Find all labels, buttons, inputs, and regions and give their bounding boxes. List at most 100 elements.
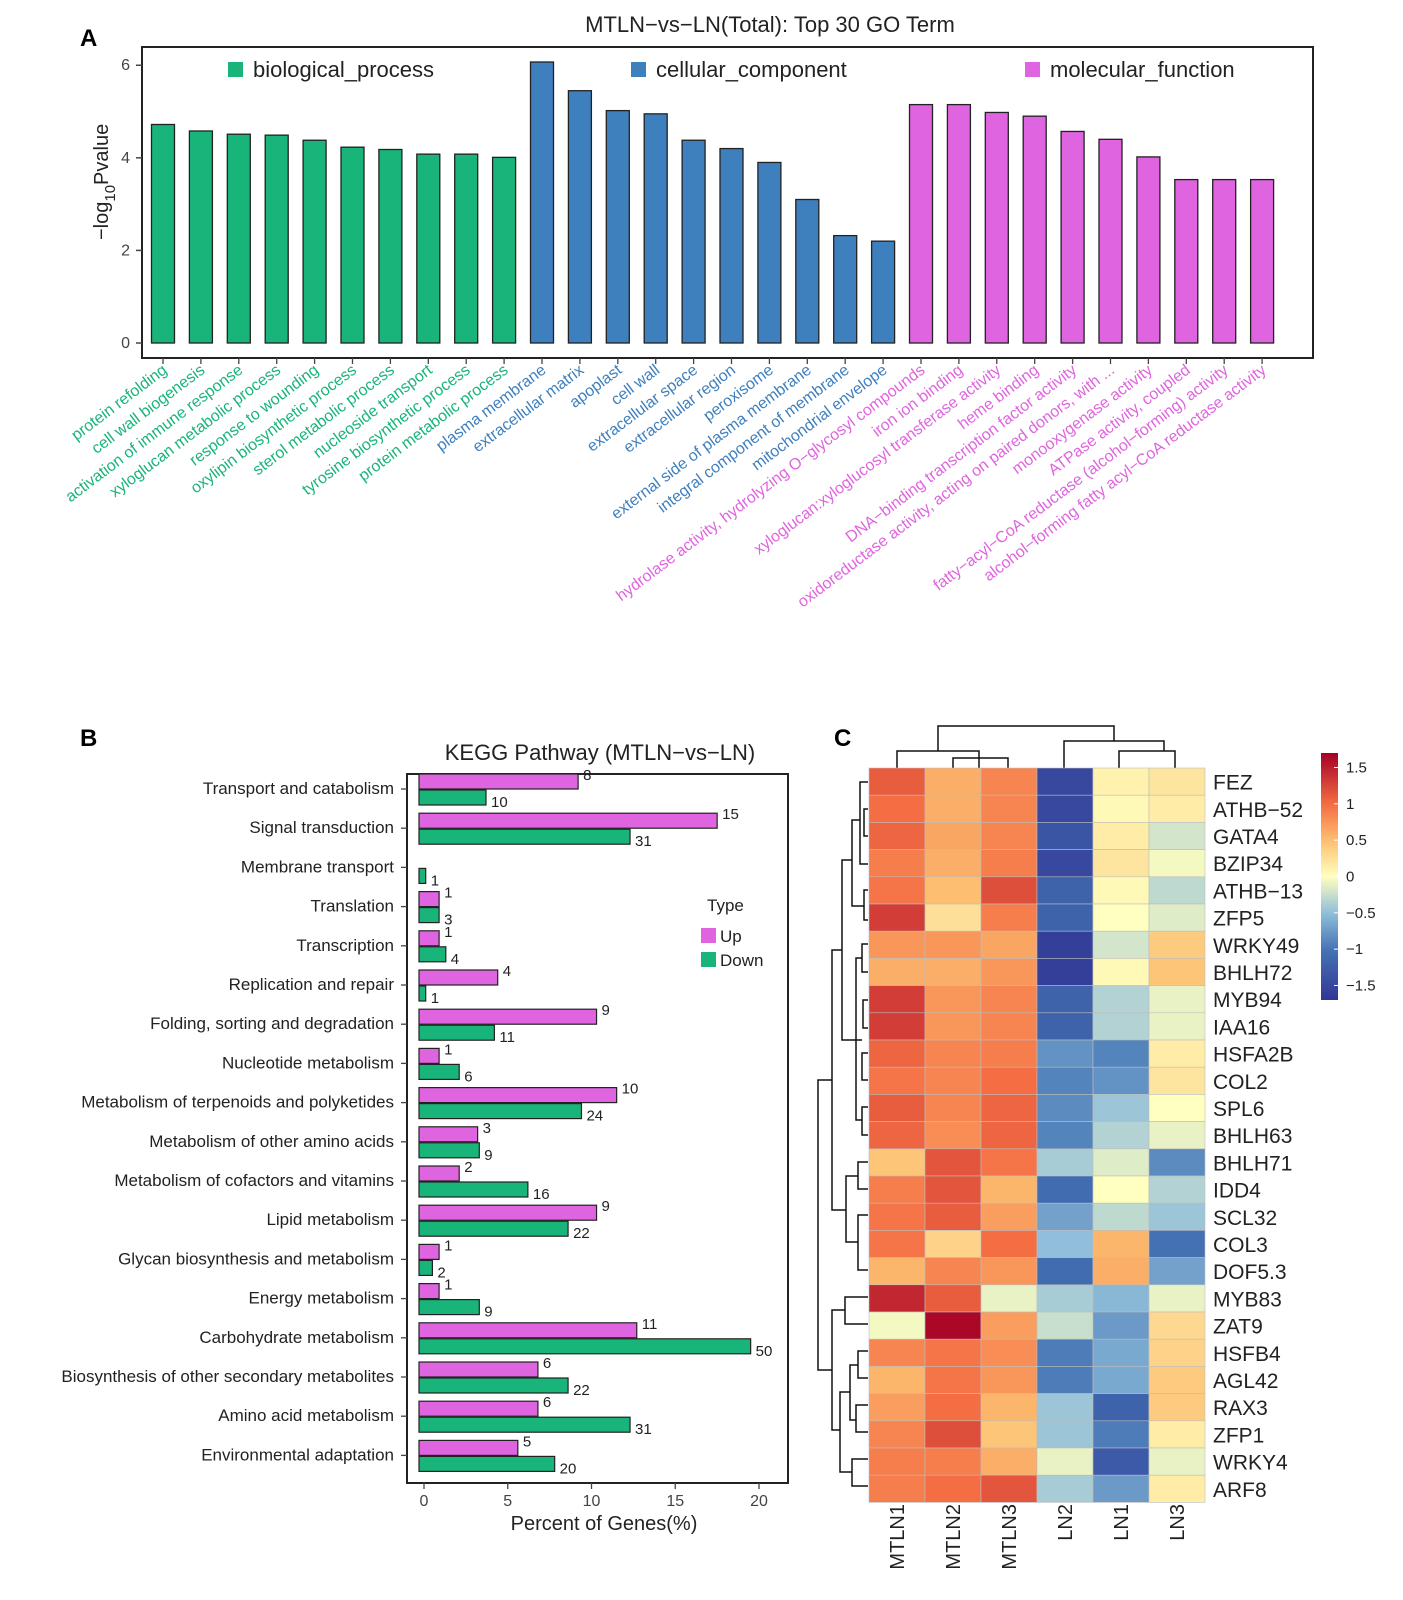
kegg-value-label: 24 [586,1108,603,1125]
kegg-value-label: 22 [573,1225,590,1242]
heatmap-cell [1148,1393,1206,1422]
heatmap-row-label: ATHB−52 [1213,799,1303,822]
go-bar [833,234,858,344]
heatmap-cell [1148,1447,1206,1476]
heatmap-cell [1092,1012,1150,1041]
kegg-bar-up [418,1439,519,1457]
panel-letter-a: A [80,25,97,52]
kegg-value-label: 3 [444,912,452,929]
kegg-value-label: 11 [642,1316,658,1333]
heatmap-cell [868,767,926,796]
colorbar-tick-label: 0.5 [1346,832,1367,849]
heatmap-cell [980,958,1038,986]
kegg-bar-up [418,1282,440,1300]
heatmap-cell [868,958,926,986]
heatmap-cell [868,876,926,905]
heatmap-cell [1148,1094,1206,1122]
heatmap-row-label: HSFB4 [1213,1343,1281,1366]
heatmap-cell [1036,1447,1094,1476]
kegg-bar-down [418,1024,495,1041]
kegg-value-label: 1 [444,1041,452,1058]
colorbar-tick-label: 1.5 [1346,760,1367,777]
row-dendro-link [863,808,868,837]
heatmap-column-label: LN3 [1167,1504,1189,1541]
heatmap-row-label: BZIP34 [1213,853,1283,876]
heatmap-cell [1148,1121,1206,1150]
kegg-bar-down [418,985,427,1002]
go-bar [1060,130,1085,344]
kegg-category-label: Membrane transport [241,857,394,876]
kegg-value-label: 50 [756,1343,773,1360]
heatmap-cell [924,1148,982,1177]
heatmap-cell [1036,903,1094,932]
go-bar [908,103,934,344]
heatmap-cell [868,1447,926,1476]
row-dendro-link [857,1214,868,1271]
go-bar [1022,115,1047,344]
heatmap-cell [980,1474,1038,1503]
heatmap-cell [1148,1474,1206,1503]
heatmap-cell [1092,930,1150,959]
heatmap-cell [868,1257,926,1286]
go-bar [1098,138,1123,344]
kegg-value-label: 1 [431,990,439,1007]
heatmap-cell [980,1230,1038,1258]
heatmap-cell [924,1039,982,1068]
kegg-bar-down [418,946,447,963]
row-dendro-link [857,1161,868,1190]
kegg-category-label: Glycan biosynthesis and metabolism [118,1249,394,1268]
kegg-category-label: Environmental adaptation [201,1445,394,1464]
heatmap-cell [1092,1366,1150,1394]
heatmap-cell [1092,1420,1150,1449]
go-bar [416,153,441,344]
heatmap-row-label: SPL6 [1213,1098,1264,1121]
go-y-tick-label: 4 [121,150,130,167]
heatmap-cell [868,1311,926,1340]
go-bar [302,139,327,344]
heatmap-cell [1092,1039,1150,1068]
colorbar-tick-label: 1 [1346,796,1354,813]
go-bar [1249,178,1275,344]
heatmap-cell [1092,1338,1150,1367]
heatmap-cell [1148,794,1206,823]
go-bar [605,109,630,344]
heatmap-cell [868,822,926,850]
kegg-value-label: 16 [533,1186,550,1203]
row-dendro-link [851,1458,868,1487]
go-legend-swatch [631,62,646,77]
go-legend-label: biological_process [253,57,434,82]
heatmap-cell [868,1039,926,1068]
heatmap-cell [1036,985,1094,1014]
kegg-x-tick-label: 15 [666,1493,684,1510]
heatmap-cell [924,822,982,850]
heatmap-cell [1036,1121,1094,1150]
heatmap-cell [868,930,926,959]
go-legend-label: cellular_component [656,57,847,82]
go-y-tick-label: 6 [121,57,130,74]
go-bar [150,123,176,344]
row-dendro-link [844,1296,868,1325]
kegg-legend-label: Down [720,951,763,970]
go-bar [226,133,251,344]
kegg-value-label: 9 [602,1002,610,1019]
heatmap-cell [1036,794,1094,823]
heatmap-grid [868,767,1206,1503]
heatmap-row-labels: FEZ ATHB−52 GATA4 BZIP34 ATHB−13 ZFP5 WRKY49 BH… [1213,772,1303,1502]
colorbar-tick-label: −0.5 [1346,905,1376,922]
kegg-category-label: Folding, sorting and degradation [150,1014,394,1033]
heatmap-cell [1148,1230,1206,1258]
row-dendro-link [831,1309,845,1431]
heatmap-cell [924,985,982,1014]
go-bars [150,61,1275,364]
heatmap-cell [924,1012,982,1041]
go-y-tick-label: 2 [121,242,130,259]
kegg-category-label: Energy metabolism [248,1289,394,1308]
colorbar-tick-label: −1.5 [1346,977,1376,994]
heatmap-cell [868,1121,926,1150]
kegg-category-label: Lipid metabolism [266,1210,394,1229]
kegg-bar-down [418,1455,556,1473]
heatmap-cell [1148,1202,1206,1231]
kegg-legend-swatch [701,928,716,943]
kegg-bar-up [418,1322,638,1339]
heatmap-cell [1092,1121,1150,1150]
